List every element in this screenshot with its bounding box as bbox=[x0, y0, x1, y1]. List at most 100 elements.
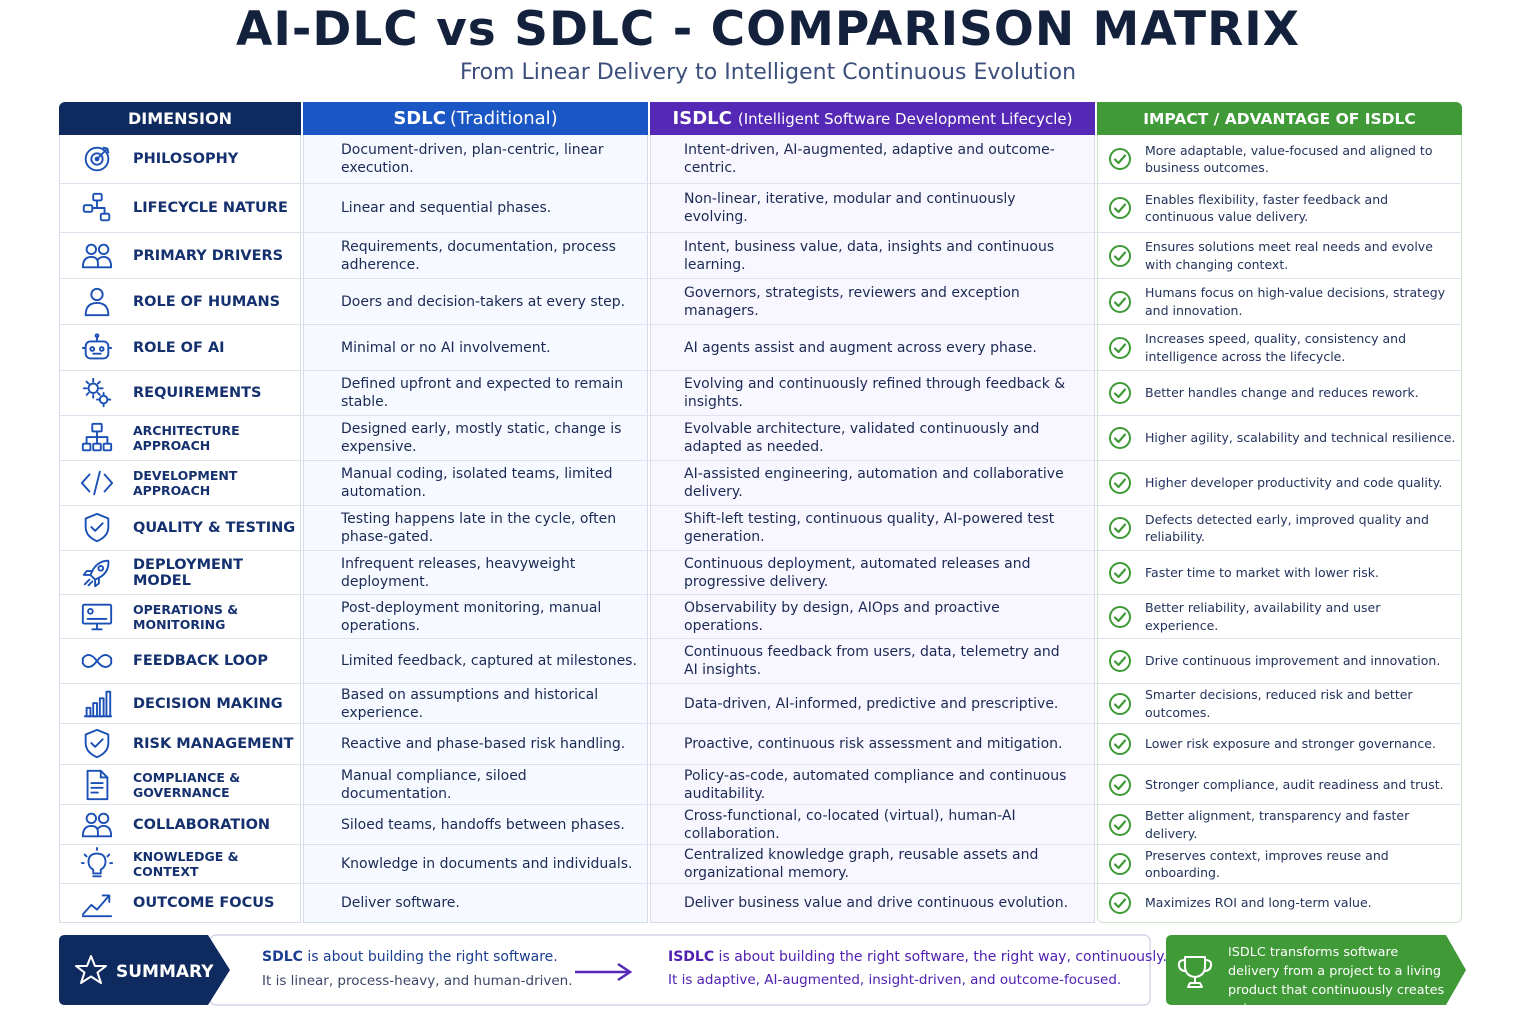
sdlc-cell: Manual coding, isolated teams, limited a… bbox=[341, 466, 613, 500]
impact-cell: Maximizes ROI and long-term value. bbox=[1097, 884, 1462, 922]
dimension-cell: DECISION MAKING bbox=[59, 684, 301, 723]
robot-icon bbox=[81, 332, 113, 359]
isdlc-summary-rest: is about building the right software, th… bbox=[714, 949, 1167, 965]
impact-cell: Defects detected early, improved quality… bbox=[1097, 506, 1462, 550]
impact-cell: Higher agility, scalability and technica… bbox=[1097, 416, 1462, 460]
table-row: REQUIREMENTS Defined upfront and expected… bbox=[59, 371, 1462, 416]
sdlc-cell: Defined upfront and expected to remain s… bbox=[341, 376, 624, 410]
dimension-cell: ROLE OF AI bbox=[59, 325, 301, 370]
header-sdlc: SDLC (Traditional) bbox=[303, 102, 648, 135]
table-row: LIFECYCLE NATURE Linear and sequential ph… bbox=[59, 184, 1462, 233]
dimension-label: KNOWLEDGE & CONTEXT bbox=[133, 849, 239, 879]
impact-cell: Better reliability, availability and use… bbox=[1097, 595, 1462, 638]
page-title: AI-DLC vs SDLC - COMPARISON MATRIX bbox=[235, 2, 1301, 57]
trend-up-icon bbox=[81, 894, 113, 918]
dimension-cell: PHILOSOPHY bbox=[59, 135, 301, 183]
check-circle-icon bbox=[1109, 148, 1131, 170]
isdlc-cell: Data-driven, AI-informed, predictive and… bbox=[684, 695, 1059, 712]
isdlc-cell: Intent-driven, AI-augmented, adaptive an… bbox=[684, 142, 1055, 176]
summary-box bbox=[209, 934, 1151, 1006]
check-circle-icon bbox=[1109, 892, 1131, 914]
dimension-label: LIFECYCLE NATURE bbox=[133, 200, 288, 216]
table-row: ROLE OF AI Minimal or no AI involvement. A… bbox=[59, 325, 1462, 371]
check-circle-icon bbox=[1109, 290, 1131, 313]
monitor-icon bbox=[81, 603, 113, 630]
dimension-label: COMPLIANCE & GOVERNANCE bbox=[133, 769, 241, 800]
sdlc-cell: Based on assumptions and historical expe… bbox=[341, 686, 599, 721]
flow-icon bbox=[82, 192, 111, 222]
sdlc-cell: Reactive and phase-based risk handling. bbox=[341, 736, 626, 752]
dimension-cell: RISK MANAGEMENT bbox=[59, 724, 301, 764]
isdlc-summary-detail: It is adaptive, AI-augmented, insight-dr… bbox=[668, 972, 1122, 988]
impact-text: Humans focus on high-value decisions, st… bbox=[1145, 285, 1446, 318]
dimension-label: QUALITY & TESTING bbox=[133, 520, 296, 536]
dimension-label: DECISION MAKING bbox=[133, 695, 283, 712]
check-circle-icon bbox=[1109, 517, 1131, 539]
table-row: RISK MANAGEMENT Reactive and phase-based … bbox=[59, 724, 1462, 765]
header-isdlc-sub: (Intelligent Software Development Lifecy… bbox=[737, 109, 1073, 128]
table-row: DEPLOYMENT MODEL Infrequent releases, hea… bbox=[59, 551, 1462, 595]
rocket-icon bbox=[82, 559, 110, 587]
sdlc-cell: Post-deployment monitoring, manual opera… bbox=[341, 599, 602, 634]
impact-cell: Stronger compliance, audit readiness and… bbox=[1097, 765, 1462, 804]
isdlc-cell: Intent, business value, data, insights a… bbox=[684, 238, 1055, 273]
dimension-label: OUTCOME FOCUS bbox=[133, 895, 275, 911]
bar-chart-icon bbox=[83, 690, 113, 717]
dimension-label: OPERATIONS & MONITORING bbox=[133, 601, 239, 632]
impact-text: Better alignment, transparency and faste… bbox=[1145, 808, 1410, 841]
sdlc-summary-rest: is about building the right software. bbox=[302, 949, 558, 965]
impact-cell: Humans focus on high-value decisions, st… bbox=[1097, 279, 1462, 324]
table-row: COLLABORATION Siloed teams, handoffs betw… bbox=[59, 805, 1462, 845]
sdlc-cell: Linear and sequential phases. bbox=[341, 200, 552, 216]
isdlc-cell: AI agents assist and augment across ever… bbox=[684, 339, 1037, 356]
impact-cell: Faster time to market with lower risk. bbox=[1097, 551, 1462, 594]
header-sdlc-label: SDLC bbox=[393, 108, 446, 129]
isdlc-cell: Governors, strategists, reviewers and ex… bbox=[684, 284, 1020, 319]
dimension-cell: DEVELOPMENT APPROACH bbox=[59, 461, 301, 505]
table-row: DECISION MAKING Based on assumptions and … bbox=[59, 684, 1462, 724]
gears-icon bbox=[82, 377, 112, 408]
check-circle-icon bbox=[1109, 853, 1131, 875]
people-icon bbox=[81, 243, 113, 268]
impact-column bbox=[1097, 135, 1462, 923]
dimension-cell: COMPLIANCE & GOVERNANCE bbox=[59, 765, 301, 804]
dimension-label: DEPLOYMENT MODEL bbox=[133, 556, 243, 589]
check-circle-icon bbox=[1109, 733, 1131, 755]
sdlc-cell: Minimal or no AI involvement. bbox=[341, 339, 551, 356]
document-icon bbox=[86, 769, 109, 800]
code-icon bbox=[80, 470, 114, 496]
impact-text: Enables flexibility, faster feedback and… bbox=[1145, 191, 1389, 225]
dimension-cell: ARCHITECTURE APPROACH bbox=[59, 416, 301, 460]
hierarchy-icon bbox=[81, 422, 113, 452]
check-circle-icon bbox=[1109, 197, 1131, 219]
impact-text: Faster time to market with lower risk. bbox=[1145, 564, 1379, 580]
isdlc-summary-bold: ISDLC bbox=[668, 949, 715, 965]
isdlc-cell: Continuous feedback from users, data, te… bbox=[684, 644, 1060, 678]
dimension-cell: KNOWLEDGE & CONTEXT bbox=[59, 845, 301, 883]
impact-cell: More adaptable, value-focused and aligne… bbox=[1097, 135, 1462, 183]
isdlc-cell: Evolving and continuously refined throug… bbox=[684, 376, 1066, 410]
impact-text: Better handles change and reduces rework… bbox=[1145, 385, 1419, 401]
sdlc-column bbox=[303, 135, 648, 923]
dimension-column bbox=[59, 135, 301, 923]
table-row: COMPLIANCE & GOVERNANCE Manual compliance… bbox=[59, 765, 1462, 805]
sdlc-cell: Siloed teams, handoffs between phases. bbox=[341, 816, 625, 833]
impact-text: More adaptable, value-focused and aligne… bbox=[1145, 142, 1433, 176]
isdlc-cell: Cross-functional, co-located (virtual), … bbox=[684, 807, 1016, 842]
sdlc-cell: Limited feedback, captured at milestones… bbox=[341, 653, 637, 669]
sdlc-summary-detail: It is linear, process-heavy, and human-d… bbox=[262, 973, 573, 989]
impact-cell: Ensures solutions meet real needs and ev… bbox=[1097, 233, 1462, 278]
check-circle-icon bbox=[1109, 605, 1131, 628]
check-circle-icon bbox=[1109, 382, 1131, 404]
impact-cell: Smarter decisions, reduced risk and bett… bbox=[1097, 684, 1462, 723]
sdlc-cell: Infrequent releases, heavyweight deploym… bbox=[341, 555, 576, 590]
dimension-cell: OPERATIONS & MONITORING bbox=[59, 595, 301, 638]
sdlc-cell: Requirements, documentation, process adh… bbox=[341, 238, 616, 273]
table-row: FEEDBACK LOOP Limited feedback, captured … bbox=[59, 639, 1462, 684]
dimension-label: PRIMARY DRIVERS bbox=[133, 247, 284, 264]
comparison-matrix: DIMENSION SDLC (Traditional) ISDLC (Intell… bbox=[59, 102, 1462, 923]
isdlc-cell: Observability by design, AIOps and proac… bbox=[684, 599, 1000, 634]
dimension-label: PHILOSOPHY bbox=[133, 151, 239, 167]
dimension-label: FEEDBACK LOOP bbox=[133, 653, 268, 669]
impact-text: Increases speed, quality, consistency an… bbox=[1145, 331, 1407, 364]
